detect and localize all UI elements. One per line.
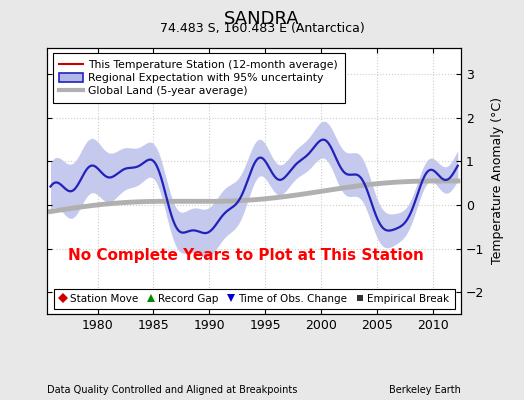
Text: Berkeley Earth: Berkeley Earth <box>389 385 461 395</box>
Text: Data Quality Controlled and Aligned at Breakpoints: Data Quality Controlled and Aligned at B… <box>47 385 298 395</box>
Text: No Complete Years to Plot at This Station: No Complete Years to Plot at This Statio… <box>68 248 424 263</box>
Text: SANDRA: SANDRA <box>224 10 300 28</box>
Legend: Station Move, Record Gap, Time of Obs. Change, Empirical Break: Station Move, Record Gap, Time of Obs. C… <box>53 289 455 309</box>
Y-axis label: Temperature Anomaly (°C): Temperature Anomaly (°C) <box>492 98 504 264</box>
Text: 74.483 S, 160.483 E (Antarctica): 74.483 S, 160.483 E (Antarctica) <box>160 22 364 35</box>
